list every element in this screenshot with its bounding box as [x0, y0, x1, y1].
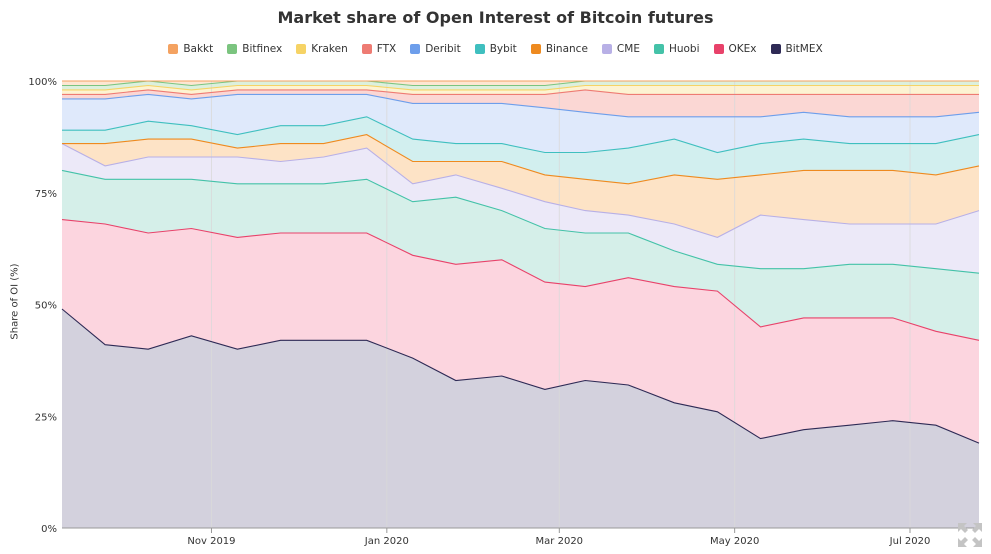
legend-item-bitfinex[interactable]: Bitfinex [227, 43, 282, 55]
x-tick-label: Jan 2020 [364, 536, 409, 547]
legend-label: OKEx [728, 43, 757, 55]
area-bakkt [62, 81, 979, 86]
y-tick-label: 25% [35, 412, 57, 423]
line-huobi [61, 169, 980, 274]
legend-item-deribit[interactable]: Deribit [410, 43, 461, 55]
y-tick-label: 100% [28, 77, 57, 88]
legend-item-bakkt[interactable]: Bakkt [168, 43, 213, 55]
legend-label: BitMEX [785, 43, 823, 55]
legend-swatch-bybit [474, 44, 485, 54]
area-deribit [62, 94, 979, 153]
legend-label: Bybit [489, 43, 517, 55]
line-bybit [62, 116, 980, 154]
legend-item-binance[interactable]: Binance [530, 43, 588, 55]
y-tick-label: 75% [35, 189, 57, 200]
legend-label: Deribit [425, 43, 461, 55]
line-kraken [62, 84, 979, 91]
legend-item-bybit[interactable]: Bybit [474, 43, 517, 55]
legend-item-okex[interactable]: OKEx [713, 43, 757, 55]
area-bitfinex [62, 81, 979, 90]
legend-swatch-cme [601, 44, 612, 54]
line-binance [62, 134, 980, 185]
y-tick-label: 50% [35, 301, 57, 312]
area-cme [62, 143, 979, 274]
legend: Bakkt Bitfinex Kraken FTX Deribit Bybit … [0, 43, 991, 55]
legend-item-kraken[interactable]: Kraken [296, 43, 348, 55]
area-bybit [62, 116, 979, 184]
line-cme [61, 143, 980, 238]
x-tick-label: Mar 2020 [536, 536, 584, 547]
area-ftx [62, 89, 979, 117]
legend-label: Kraken [311, 43, 348, 55]
x-tick-label: Nov 2019 [187, 536, 235, 547]
legend-swatch-deribit [410, 44, 421, 54]
legend-label: FTX [376, 43, 397, 55]
legend-swatch-kraken [296, 44, 307, 54]
line-ftx [62, 89, 979, 95]
legend-label: Bakkt [183, 43, 214, 55]
legend-label: Bitfinex [242, 43, 283, 55]
legend-swatch-binance [530, 44, 541, 54]
legend-swatch-bitfinex [227, 44, 238, 54]
legend-swatch-huobi [653, 44, 664, 54]
legend-swatch-bakkt [168, 44, 179, 54]
legend-item-bitmex[interactable]: BitMEX [770, 43, 823, 55]
legend-item-cme[interactable]: CME [601, 43, 640, 55]
y-tick-label: 0% [41, 524, 57, 535]
line-okex [61, 219, 980, 341]
area-okex [62, 219, 979, 444]
x-tick-label: Jul 2020 [889, 536, 931, 547]
legend-label: CME [616, 43, 640, 55]
legend-swatch-okex [713, 44, 724, 54]
line-deribit [62, 93, 980, 118]
expand-arrows-icon[interactable] [955, 520, 985, 550]
legend-item-ftx[interactable]: FTX [361, 43, 397, 55]
legend-item-huobi[interactable]: Huobi [653, 43, 700, 55]
line-bitmex [61, 308, 980, 444]
legend-label: Binance [545, 43, 588, 55]
legend-swatch-bitmex [770, 44, 781, 54]
area-bitmex [62, 309, 979, 528]
chart-title: Market share of Open Interest of Bitcoin… [277, 8, 714, 27]
area-huobi [62, 170, 979, 341]
x-tick-label: May 2020 [710, 536, 759, 547]
legend-label: Huobi [668, 43, 700, 55]
legend-swatch-ftx [361, 44, 372, 54]
